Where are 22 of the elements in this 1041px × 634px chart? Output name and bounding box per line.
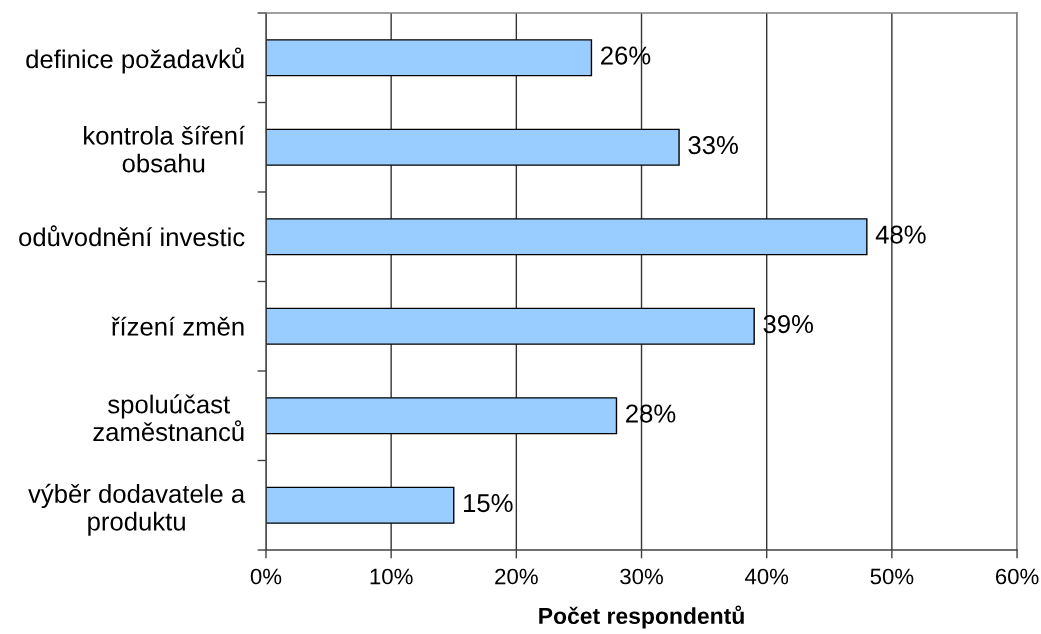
y-tick-label: kontrola šíření obsahu [84,125,246,173]
x-tick-label: 50% [870,568,914,585]
x-tick-label: 0% [250,568,282,585]
x-tick-label: 20% [495,568,538,585]
data-label: 33% [688,135,738,155]
x-axis-title: Počet respondentů [539,605,744,629]
x-tick-label: 40% [744,568,789,585]
y-tick-label: řízení změn [111,316,244,336]
bar [265,128,680,166]
bar [265,307,755,345]
x-tick-label: 60% [995,568,1039,585]
y-tick-label: spoluúčast zaměstnanců [93,394,244,442]
bar [265,218,868,256]
data-label: 15% [464,494,513,513]
y-tick-label: výběr dodavatele a produktu [28,483,246,536]
y-tick-label: odůvodnění investic [19,225,245,247]
bar [265,486,455,524]
bar [265,397,618,435]
bar [265,39,593,77]
x-tick-label: 30% [620,568,663,585]
y-tick-label: definice požadavků [26,47,244,74]
x-tick-label: 10% [370,568,413,585]
